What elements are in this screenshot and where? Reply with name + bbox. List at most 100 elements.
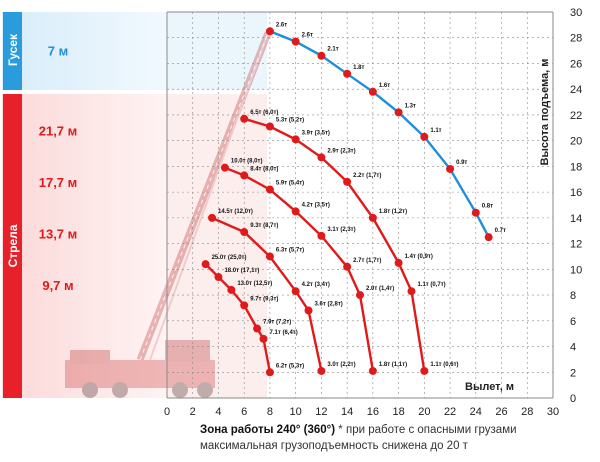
y-tick-label: 12 [570,239,582,251]
x-tick-label: 18 [392,406,404,418]
data-label: 9.7т (9,3т) [250,296,278,302]
data-point [343,262,352,271]
data-point [240,228,249,237]
data-label: 25.0т (25,0т) [212,255,247,261]
data-point [201,260,210,269]
footnote: Зона работы 240° (360°) * при работе с о… [200,422,560,454]
x-tick-label: 2 [190,406,196,418]
data-point [356,291,364,300]
data-point [446,164,455,173]
boom-band [3,94,22,398]
data-label: 1.4т (0,9т) [405,254,433,260]
data-point [368,366,377,375]
data-point [265,122,274,131]
data-label: 18.0т (17,1т) [224,268,259,274]
y-tick-label: 0 [570,393,576,405]
data-point [317,153,326,162]
y-tick-label: 10 [570,264,582,276]
data-point [343,177,352,186]
data-point [484,233,493,242]
data-point [368,213,377,222]
data-label: 9.3т (8,7т) [250,223,278,229]
data-label: 14.5т (12,0т) [218,209,253,215]
data-label: 1.8т (1,2т) [379,209,407,215]
data-point [317,51,326,60]
data-label: 2.7т (1,7т) [353,258,381,264]
data-label: 10.0т (8,0т) [231,159,263,165]
boom-side-label: Стрела [6,224,20,267]
data-label: 4.2т (3,4т) [302,282,330,288]
plot-jib-tint [167,12,267,90]
data-label: 6.2т (5,3т) [276,363,304,369]
data-label: 0.9т [456,160,467,166]
data-point [394,108,403,117]
boom-length-label: 17,7 м [39,175,78,190]
x-tick-label: 8 [267,406,273,418]
plot-boom-tint [167,94,267,398]
boom-length-label: 13,7 м [39,226,78,241]
boom-length-label: 7 м [48,44,68,59]
data-label: 2.0т (1,4т) [366,286,394,292]
x-tick-label: 12 [315,406,327,418]
x-tick-label: 28 [521,406,533,418]
x-axis-title: Вылет, м [465,381,514,393]
data-label: 1.1т (0,6т) [430,362,458,368]
data-label: 2.2т (1,7т) [353,173,381,179]
data-point [304,306,313,315]
x-tick-label: 14 [341,406,353,418]
y-tick-label: 4 [570,342,576,354]
series-boom: 6.5т (6,0т) 5.3т (5,2т) 3.9т (3,5т) 2.9т (2… [240,110,459,375]
data-label: 1.8т [353,65,364,71]
y-tick-label: 6 [570,316,576,328]
data-label: 5.3т (5,2т) [276,118,304,124]
data-label: 6.5т (6,0т) [250,110,278,116]
series-boom: 25.0т (25,0т) 18.0т (17,1т) 13.0т (12,5т) 9… [201,255,304,377]
data-label: 4.2т (3,5т) [302,202,330,208]
data-point [291,207,300,216]
series-layer: 2.6т 2.6т 2.1т 1.8т 1.6т 1.3т 1.1т 0.9т 0.8т 0.7т… [201,22,506,377]
boom-length-label: 21,7 м [39,123,78,138]
y-tick-label: 20 [570,136,582,148]
data-point [253,324,262,333]
y-tick-label: 16 [570,187,582,199]
boom-length-label: 9,7 м [42,278,73,293]
data-point [259,334,268,343]
data-point [291,287,300,296]
data-label: 0.7т [495,228,506,234]
data-point [265,185,274,194]
series-boom: 14.5т (12,0т) 9.3т (8,7т) 6.3т (5,7т) 4.2т … [208,209,356,375]
x-tick-label: 16 [367,406,379,418]
data-label: 0.8т [482,204,493,210]
data-label: 2.6т [276,22,287,28]
boom-length-labels: 7 м 21,7 м 17,7 м 13,7 м 9,7 м [39,44,78,293]
y-tick-label: 14 [570,213,582,225]
y-tick-label: 26 [570,58,582,70]
data-point [317,366,326,375]
data-label: 3.0т (2,2т) [327,362,355,368]
data-point [208,213,217,222]
data-label: 1.1т [430,128,441,134]
crane-silhouette [65,31,272,398]
data-label: 1.3т [405,103,416,109]
data-label: 2.9т (2,3т) [327,148,355,154]
jib-band [3,12,22,90]
x-tick-label: 6 [241,406,247,418]
data-point [265,368,274,377]
y-tick-label: 22 [570,110,582,122]
data-label: 1.8т (1,1т) [379,362,407,368]
data-point [291,135,300,144]
footnote-text: * при работе с опасными грузами максимал… [200,424,517,452]
y-axis-title: Высота подъема, м [539,59,551,166]
data-label: 13.0т (12,5т) [237,281,272,287]
y-tick-label: 28 [570,33,582,45]
data-label: 6.3т (5,7т) [276,247,304,253]
jib-side-label: Гусек [6,33,20,66]
y-tick-label: 24 [570,84,582,96]
data-label: 3.9т (3,5т) [302,130,330,136]
x-tick-label: 20 [418,406,430,418]
series-jib: 2.6т 2.6т 2.1т 1.8т 1.6т 1.3т 1.1т 0.9т 0.8т 0.7т [265,22,506,242]
data-label: 8.4т (8,0т) [250,166,278,172]
x-tick-label: 26 [495,406,507,418]
data-point [317,231,326,240]
